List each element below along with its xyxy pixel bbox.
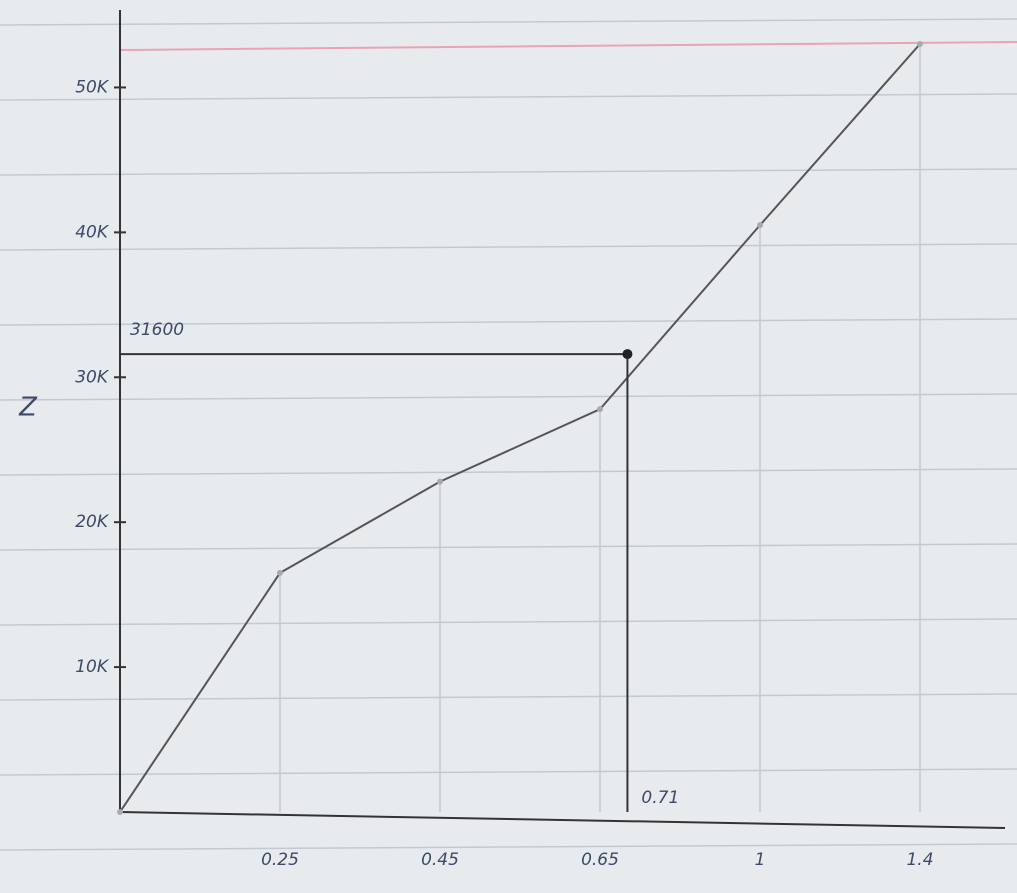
point bbox=[277, 569, 283, 576]
point bbox=[117, 809, 123, 815]
ruled-line bbox=[0, 618, 1017, 626]
margin-line bbox=[119, 41, 1017, 51]
ruled-line bbox=[0, 843, 1017, 851]
annotation-y-label: 31600 bbox=[130, 320, 184, 340]
y-tick-label: 20K bbox=[75, 512, 110, 532]
point bbox=[597, 406, 603, 413]
ruled-line bbox=[0, 393, 1017, 401]
ruled-lines bbox=[0, 18, 1017, 851]
ruled-line bbox=[0, 243, 1017, 251]
x-axis bbox=[119, 811, 1006, 829]
ruled-line bbox=[0, 318, 1017, 326]
x-tick-label: 1.4 bbox=[906, 850, 933, 870]
y-axis-label: Z bbox=[18, 393, 38, 423]
line bbox=[119, 43, 921, 813]
point bbox=[757, 222, 763, 229]
annotation-point bbox=[622, 349, 633, 360]
x-tick-label: 0.45 bbox=[421, 850, 459, 870]
y-tick-label: 30K bbox=[75, 367, 110, 387]
x-tick-label: 0.65 bbox=[581, 850, 619, 870]
point bbox=[437, 478, 443, 485]
ruled-line bbox=[0, 468, 1017, 476]
ruled-line bbox=[0, 93, 1017, 101]
ruled-line bbox=[0, 168, 1017, 176]
ruled-line bbox=[0, 543, 1017, 551]
x-tick-label: 0.25 bbox=[261, 850, 299, 870]
ruled-line bbox=[0, 693, 1017, 701]
ruled-line bbox=[0, 768, 1017, 776]
y-tick-label: 40K bbox=[75, 222, 110, 242]
ruled-line bbox=[0, 18, 1017, 26]
x-tick-label: 1 bbox=[755, 850, 766, 870]
annotation-x-label: 0.71 bbox=[641, 788, 679, 808]
y-tick-label: 10K bbox=[75, 657, 110, 677]
point bbox=[917, 40, 923, 47]
y-tick-label: 50K bbox=[75, 77, 110, 97]
